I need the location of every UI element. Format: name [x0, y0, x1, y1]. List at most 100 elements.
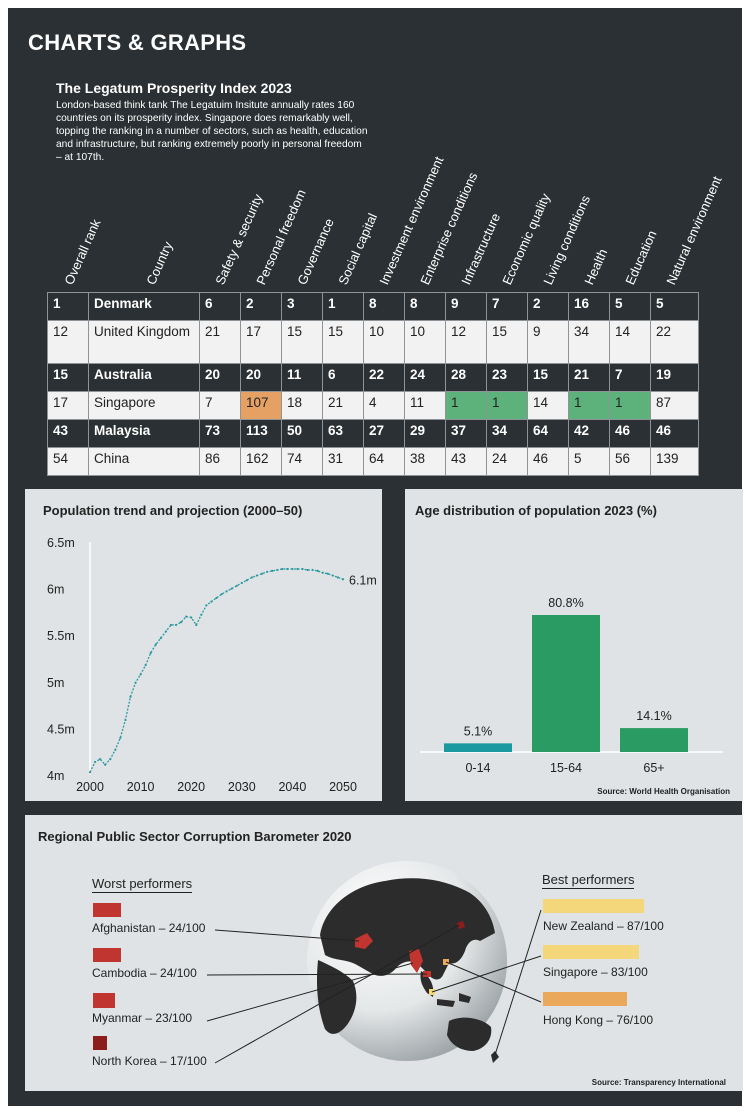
leader-lines	[206, 909, 542, 1064]
rank-cell: 162	[240, 447, 282, 476]
col-header-governance: Governance	[294, 216, 337, 287]
rank-cell: 8	[363, 292, 405, 321]
population-point	[291, 567, 294, 571]
bar-value-label: 5.1%	[464, 724, 493, 738]
corruption-source: Source: Transparency International	[591, 1078, 726, 1087]
population-point	[149, 651, 152, 655]
col-header-health: Health	[581, 246, 611, 287]
population-point	[215, 596, 218, 600]
rank-cell: 64	[363, 447, 405, 476]
rank-cell: 24	[486, 447, 528, 476]
population-point	[306, 568, 309, 572]
best-label-hong-kong: Hong Kong – 76/100	[543, 1013, 654, 1027]
rank-cell: 46	[527, 447, 569, 476]
table-row: 12 United Kingdom 21 17 15 15 10 10 12 15 9 34 14 22	[47, 320, 699, 364]
y-tick-label: 4.5m	[47, 722, 75, 736]
country-cell: Australia	[88, 363, 200, 392]
country-myanmar	[409, 949, 423, 973]
age-bar-chart: 5.1% 0-14 80.8% 15-64 14.1% 65+	[420, 596, 723, 775]
population-point	[210, 600, 213, 603]
rank-cell: 24	[404, 363, 446, 392]
population-point	[88, 771, 92, 774]
rank-cell: 3	[281, 292, 323, 321]
population-point	[174, 623, 178, 627]
population-point	[205, 604, 208, 607]
rank-cell: 50	[281, 419, 323, 448]
population-point	[235, 584, 238, 587]
country-cell: Denmark	[88, 292, 200, 321]
bar-65+	[620, 728, 688, 752]
population-point	[114, 748, 117, 751]
population-point	[159, 636, 162, 640]
population-point	[301, 567, 304, 571]
rank-cell: 11	[404, 391, 446, 420]
rank-cell: 10	[363, 320, 405, 364]
population-point	[220, 593, 223, 596]
rank-cell: 12	[47, 320, 89, 364]
table-row: 54 China 86 162 74 31 64 38 43 24 46 5 56 139	[47, 447, 699, 476]
rank-cell: 11	[281, 363, 323, 392]
population-point	[109, 758, 112, 761]
corruption-title: Regional Public Sector Corruption Barome…	[38, 829, 352, 844]
rank-cell: 17	[47, 391, 89, 420]
globe-landmass-nz	[491, 1051, 499, 1063]
best-performers-heading: Best performers	[542, 872, 635, 889]
population-line-chart: 4m 4.5m 5m 5.5m 6m 6.5m 2000 2010 2020 2030 2040 20…	[47, 536, 377, 794]
rank-cell: 43	[445, 447, 487, 476]
population-point	[185, 615, 188, 618]
bar-15-64	[532, 615, 600, 752]
country-cell: United Kingdom	[88, 320, 200, 364]
rank-cell: 5	[609, 292, 651, 321]
rank-cell: 20	[240, 363, 282, 392]
age-chart-title: Age distribution of population 2023 (%)	[415, 503, 657, 518]
x-tick-label: 2040	[278, 780, 306, 794]
worst-label-north-korea: North Korea – 17/100	[92, 1054, 207, 1068]
rank-cell: 139	[650, 447, 699, 476]
population-point	[139, 673, 142, 676]
rank-cell: 42	[568, 419, 610, 448]
rank-cell: 7	[486, 292, 528, 321]
rank-cell: 87	[650, 391, 699, 420]
table-row: 15 Australia 20 20 11 6 22 24 28 23 15 21 7 19	[47, 363, 699, 392]
rank-cell: 9	[445, 292, 487, 321]
country-cell: Singapore	[88, 391, 200, 420]
y-tick-label: 5m	[47, 676, 64, 690]
population-point	[321, 571, 324, 574]
globe-map	[206, 861, 542, 1064]
rank-cell: 38	[404, 447, 446, 476]
category-label: 65+	[643, 761, 664, 775]
bar-value-label: 14.1%	[636, 709, 671, 723]
infographic-frame: CHARTS & GRAPHS The Legatum Prosperity I…	[8, 8, 743, 1106]
population-point	[245, 579, 248, 582]
rank-cell: 16	[568, 292, 610, 321]
population-point	[225, 590, 228, 593]
best-swatch-hong-kong	[543, 992, 627, 1006]
worst-swatch-afghanistan	[93, 903, 121, 917]
globe-landmass-islands	[437, 993, 471, 1007]
rank-cell: 15	[47, 363, 89, 392]
rank-cell: 10	[404, 320, 446, 364]
population-point	[281, 567, 284, 571]
worst-performers-heading: Worst performers	[92, 876, 193, 893]
worst-label-myanmar: Myanmar – 23/100	[92, 1011, 193, 1025]
worst-swatch-cambodia	[93, 948, 121, 962]
col-header-education: Education	[622, 228, 660, 287]
worst-swatch-myanmar	[93, 993, 115, 1008]
leader-north-korea	[214, 924, 460, 1064]
population-point	[104, 763, 107, 766]
rank-cell: 1	[445, 391, 487, 420]
col-header-country: Country	[143, 239, 176, 287]
rank-cell: 63	[322, 419, 364, 448]
best-swatch-new-zealand	[543, 899, 644, 913]
leader-afghanistan	[214, 929, 360, 942]
population-point	[190, 616, 193, 619]
rank-cell: 22	[650, 320, 699, 364]
age-source: Source: World Health Organisation	[597, 787, 730, 796]
population-point	[311, 568, 314, 572]
index-description: London-based think tank The Legatuim Ins…	[56, 100, 368, 163]
rank-cell: 7	[199, 391, 241, 420]
globe-landmass-eurasia	[320, 878, 495, 980]
rank-cell: 37	[445, 419, 487, 448]
population-point	[200, 613, 203, 616]
rank-cell: 21	[199, 320, 241, 364]
